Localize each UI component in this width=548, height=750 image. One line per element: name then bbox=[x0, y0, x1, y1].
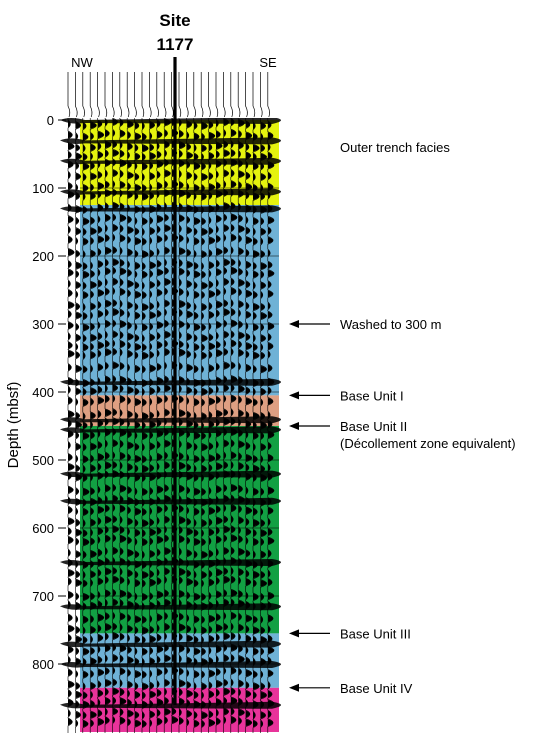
strong-reflector bbox=[60, 137, 281, 145]
tick-label: 700 bbox=[32, 589, 54, 604]
arrow-head-icon bbox=[289, 391, 299, 400]
trace-peaks bbox=[75, 121, 82, 727]
trace-peaks bbox=[90, 121, 97, 727]
trace-header bbox=[267, 72, 270, 118]
strong-reflector bbox=[60, 426, 281, 434]
tick-label: 400 bbox=[32, 385, 54, 400]
site-title-line1: Site bbox=[159, 11, 190, 30]
strong-reflector bbox=[60, 661, 281, 668]
trace-peaks bbox=[68, 120, 75, 726]
trace-header bbox=[134, 72, 137, 118]
strong-reflector bbox=[60, 118, 281, 124]
annotation-d-collement-zone-equivalent: (Décollement zone equivalent) bbox=[340, 436, 516, 451]
tick-label: 300 bbox=[32, 317, 54, 332]
trace-peaks bbox=[267, 121, 275, 727]
tick-label: 800 bbox=[32, 657, 54, 672]
trace-peaks bbox=[201, 122, 208, 728]
trace-peaks bbox=[149, 121, 156, 727]
trace-peaks bbox=[156, 120, 164, 726]
trace-header bbox=[260, 72, 263, 118]
trace-header bbox=[163, 72, 167, 118]
trace-peaks bbox=[164, 118, 171, 724]
trace-header bbox=[75, 72, 78, 118]
arrow-head-icon bbox=[289, 683, 299, 692]
trace-peaks bbox=[142, 122, 149, 728]
direction-label-nw: NW bbox=[71, 55, 93, 70]
annotation-base-unit-i: Base Unit I bbox=[340, 388, 404, 403]
annotation-base-unit-iv: Base Unit IV bbox=[340, 681, 413, 696]
strong-reflector bbox=[60, 559, 281, 566]
tick-label: 200 bbox=[32, 249, 54, 264]
trace-peaks bbox=[134, 122, 141, 728]
strong-reflector bbox=[60, 416, 281, 424]
trace-header bbox=[112, 72, 115, 118]
trace-header bbox=[149, 72, 152, 118]
strong-reflector bbox=[60, 378, 281, 386]
strong-reflector bbox=[60, 205, 281, 213]
trace-peaks bbox=[193, 122, 201, 728]
trace-header bbox=[230, 72, 233, 118]
strong-reflector bbox=[60, 157, 281, 165]
trace-header bbox=[126, 72, 130, 118]
trace-header bbox=[200, 72, 204, 118]
trace-peaks bbox=[82, 122, 90, 728]
trace-header bbox=[82, 72, 85, 118]
strong-reflector bbox=[60, 188, 281, 196]
site-title-line2: 1177 bbox=[157, 35, 194, 54]
depth-gridlines bbox=[80, 187, 279, 665]
annotations: Outer trench facies Washed to 300 m Base U… bbox=[289, 140, 516, 696]
trace-peaks bbox=[260, 122, 267, 728]
tick-label: 0 bbox=[47, 113, 54, 128]
trace-peaks bbox=[238, 119, 245, 725]
y-axis-label: Depth (mbsf) bbox=[5, 382, 22, 469]
annotation-base-unit-ii: Base Unit II bbox=[340, 419, 407, 434]
tick-label: 100 bbox=[32, 181, 54, 196]
tick-label: 500 bbox=[32, 453, 54, 468]
trace-header bbox=[97, 72, 100, 118]
direction-label-se: SE bbox=[259, 55, 277, 70]
trace-peaks bbox=[245, 121, 252, 727]
trace-header bbox=[178, 72, 182, 118]
trace-peaks bbox=[253, 122, 260, 728]
trace-peaks bbox=[208, 121, 215, 727]
trace-header bbox=[67, 72, 71, 118]
trace-headers bbox=[67, 72, 270, 118]
seismic-traces bbox=[60, 118, 281, 733]
strong-reflector bbox=[60, 470, 281, 478]
strong-reflector bbox=[60, 640, 281, 648]
trace-peaks bbox=[127, 120, 134, 726]
trace-header bbox=[186, 72, 189, 118]
arrow-head-icon bbox=[289, 629, 299, 638]
trace-header bbox=[237, 72, 241, 118]
trace-peaks bbox=[186, 120, 193, 726]
trace-header bbox=[223, 72, 226, 118]
trace-header bbox=[104, 72, 108, 118]
strong-reflector bbox=[60, 603, 281, 611]
strong-reflector bbox=[60, 497, 281, 505]
trace-peaks bbox=[97, 120, 104, 726]
trace-header bbox=[252, 72, 256, 118]
tick-label: 600 bbox=[32, 521, 54, 536]
trace-header bbox=[156, 72, 159, 118]
strong-reflector bbox=[60, 701, 281, 709]
trace-header bbox=[208, 72, 211, 118]
trace-header bbox=[141, 72, 145, 118]
trace-header bbox=[193, 72, 196, 118]
arrow-head-icon bbox=[289, 320, 299, 328]
arrow-head-icon bbox=[289, 422, 299, 430]
trace-header bbox=[245, 72, 248, 118]
trace-header bbox=[171, 72, 174, 118]
annotation-outer-trench-facies: Outer trench facies bbox=[340, 140, 450, 155]
annotation-washed-to-300-m: Washed to 300 m bbox=[340, 317, 441, 332]
trace-header bbox=[89, 72, 93, 118]
trace-header bbox=[215, 72, 219, 118]
trace-header bbox=[119, 72, 122, 118]
depth-axis: 0 100 200 300 400 500 600 700 800 bbox=[32, 113, 66, 672]
annotation-base-unit-iii: Base Unit III bbox=[340, 626, 411, 641]
